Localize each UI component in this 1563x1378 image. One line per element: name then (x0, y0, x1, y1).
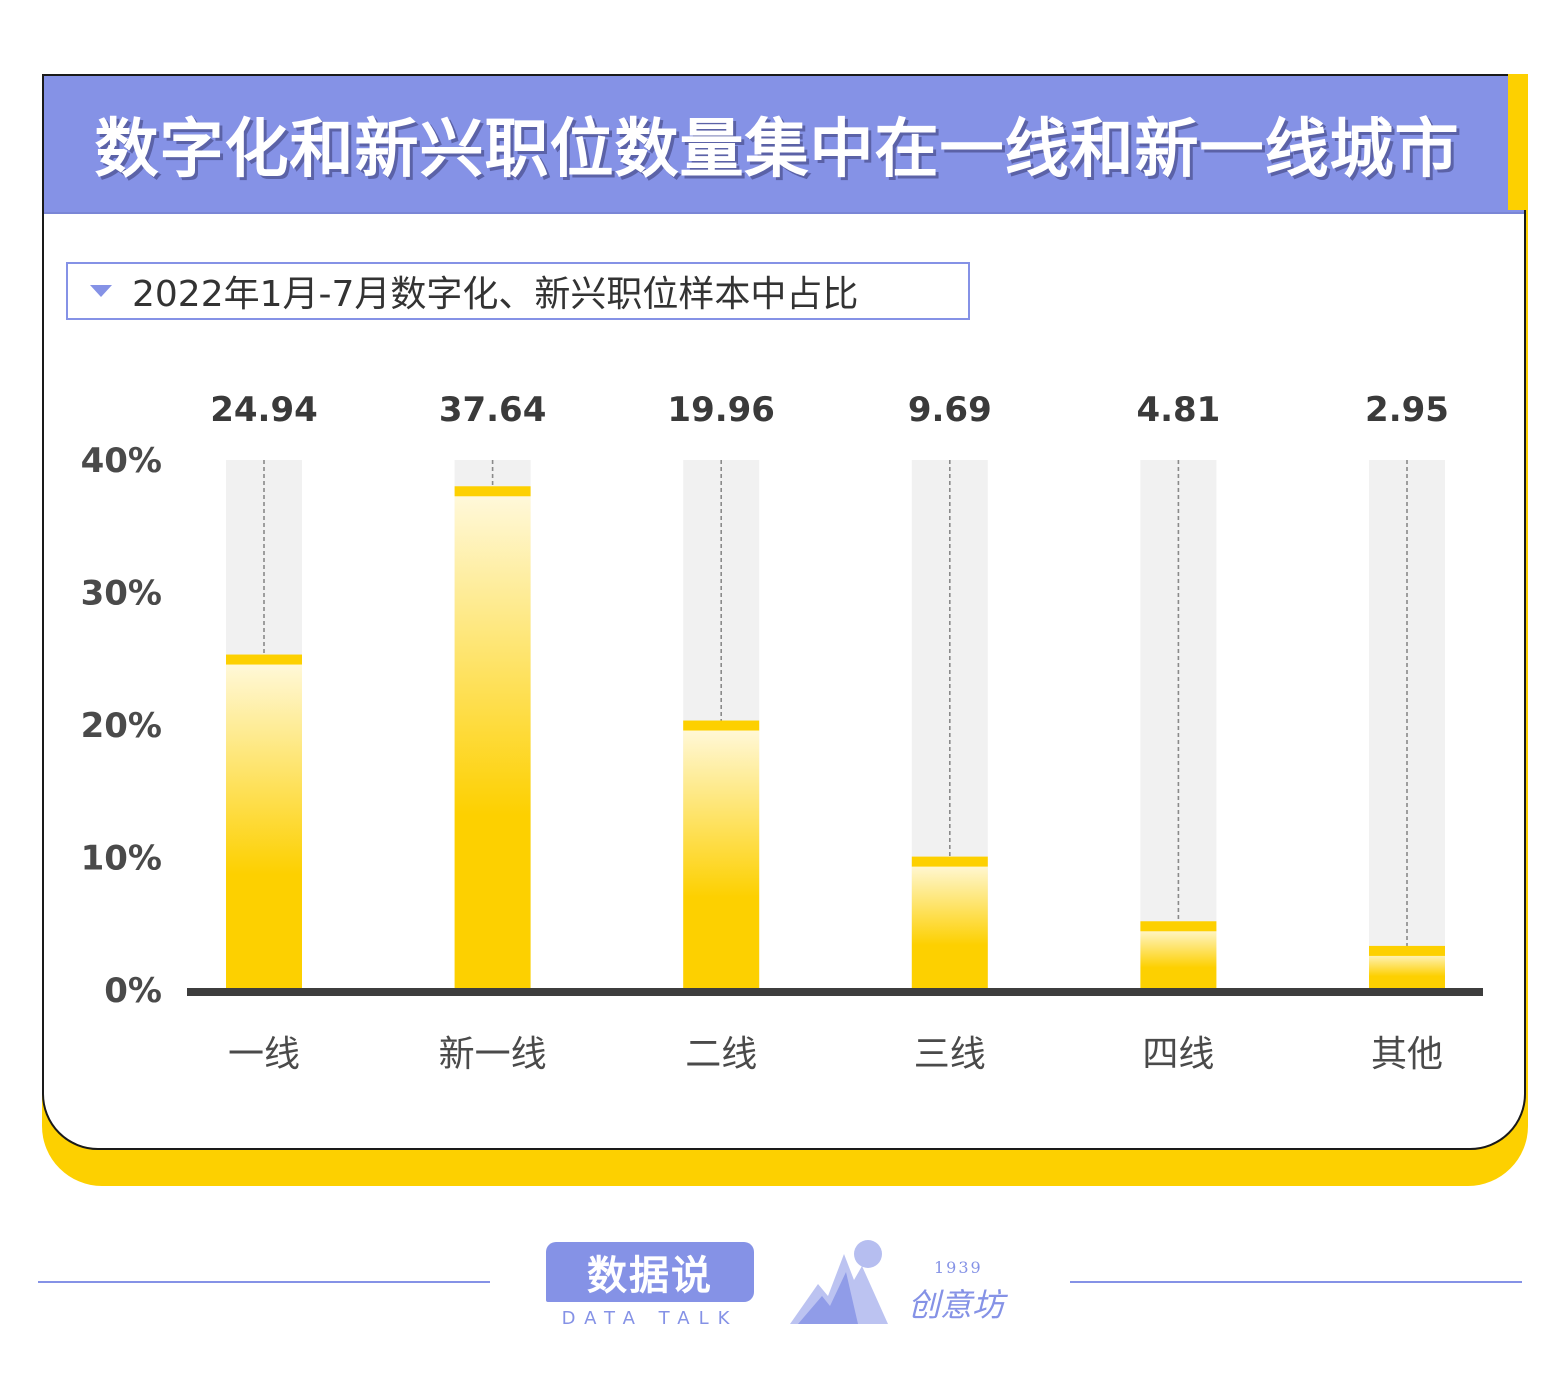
bar-cap (454, 486, 531, 497)
footer-divider-right (1070, 1281, 1522, 1283)
y-tick-label: 20% (81, 706, 162, 746)
bar (1140, 926, 1217, 990)
y-tick-label: 10% (81, 839, 162, 879)
title-accent-bar (1508, 74, 1528, 210)
x-axis-line (187, 988, 1483, 996)
bar (226, 659, 302, 990)
x-category-label: 新一线 (439, 1034, 547, 1075)
x-category-label: 四线 (1142, 1034, 1214, 1075)
bar-value-label: 4.81 (1136, 390, 1220, 430)
title-bar: 数字化和新兴职位数量集中在一线和新一线城市 (44, 76, 1524, 214)
x-category-label: 二线 (685, 1034, 757, 1075)
bar-cap (683, 720, 760, 731)
bar-cap (1140, 921, 1217, 932)
bar (911, 861, 988, 990)
logo-name: 创意坊 (908, 1286, 1005, 1324)
bar-value-label: 9.69 (908, 390, 992, 430)
bar (683, 725, 760, 990)
chart-subtitle-box: 2022年1月-7月数字化、新兴职位样本中占比 (66, 262, 970, 320)
data-talk-logo: 数据说 DATA TALK (546, 1242, 754, 1334)
page-title: 数字化和新兴职位数量集中在一线和新一线城市 (94, 113, 1460, 187)
mountain-logo-icon (790, 1240, 888, 1324)
chart-subtitle: 2022年1月-7月数字化、新兴职位样本中占比 (132, 274, 859, 315)
bar-cap (226, 654, 302, 665)
x-category-label: 一线 (228, 1034, 300, 1075)
bar (454, 491, 531, 990)
logo-year: 1939 (934, 1258, 983, 1277)
bar-value-label: 24.94 (210, 390, 318, 430)
bar-cap (1369, 945, 1445, 956)
x-category-label: 三线 (914, 1034, 986, 1075)
y-tick-label: 30% (81, 574, 162, 614)
chart-card: 数字化和新兴职位数量集中在一线和新一线城市 (42, 74, 1526, 1150)
bar-value-label: 19.96 (667, 390, 775, 430)
triangle-down-icon (90, 285, 112, 297)
chuangyifang-logo: 1939 创意坊 (788, 1236, 1024, 1332)
data-talk-logo-sub: DATA TALK (561, 1308, 739, 1329)
footer-divider-left (38, 1281, 490, 1283)
data-talk-logo-main: 数据说 (546, 1242, 754, 1302)
bar (1369, 950, 1445, 990)
bar-value-label: 37.64 (439, 390, 547, 430)
bar-value-label: 2.95 (1365, 390, 1449, 430)
x-category-label: 其他 (1371, 1034, 1443, 1075)
bar-cap (911, 856, 988, 867)
y-tick-label: 0% (104, 971, 162, 1011)
y-tick-label: 40% (81, 441, 162, 481)
